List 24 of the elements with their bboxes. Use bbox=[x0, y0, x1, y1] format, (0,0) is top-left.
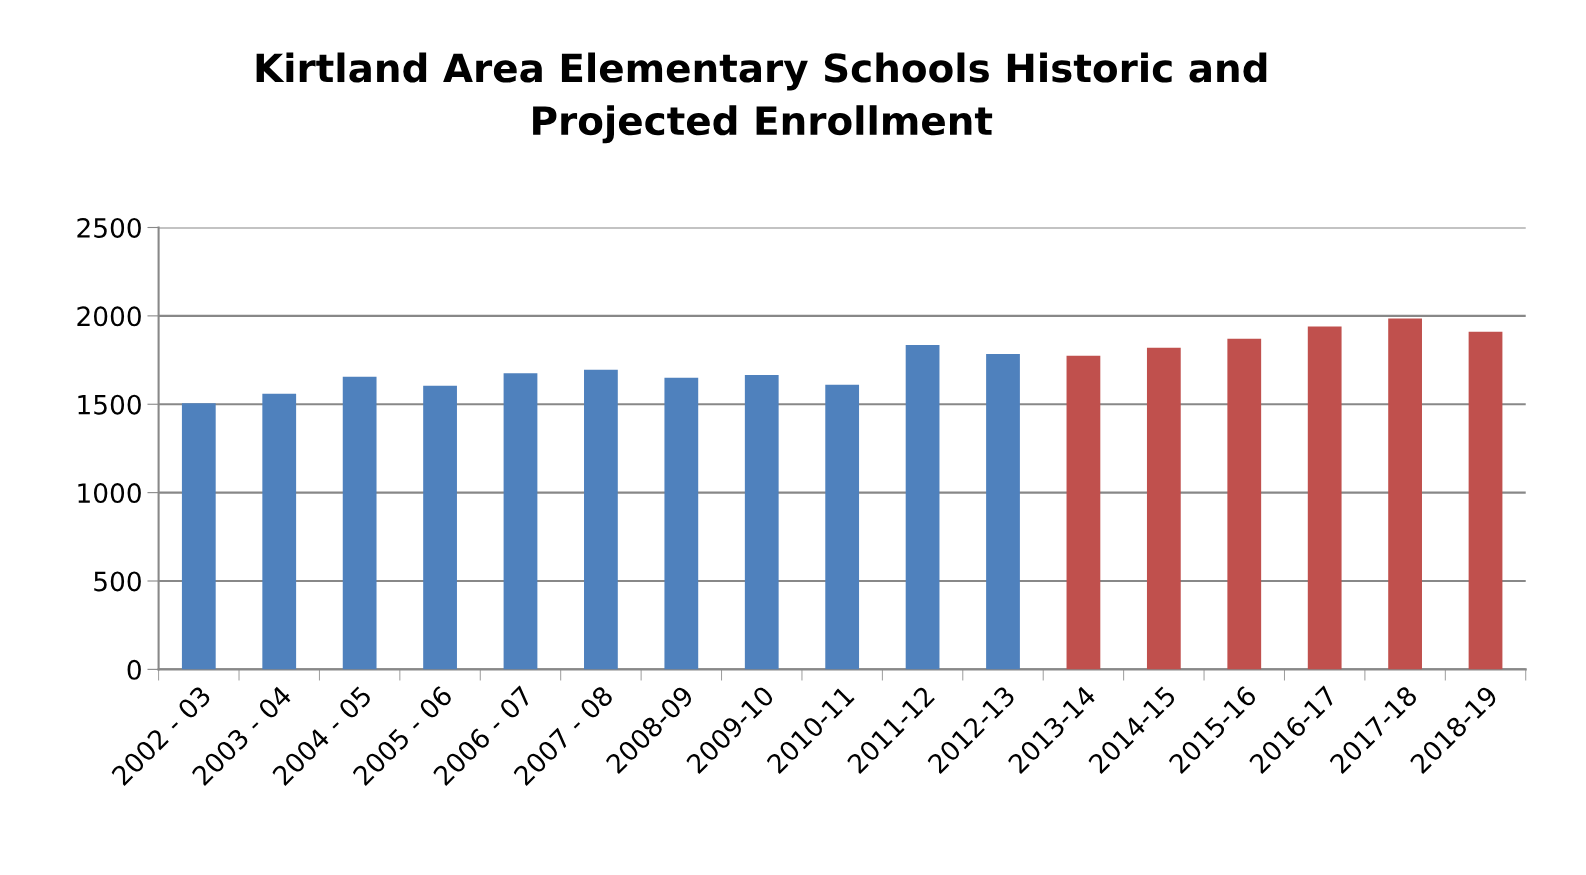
bar bbox=[584, 369, 618, 670]
bar bbox=[503, 373, 538, 670]
bar bbox=[181, 403, 216, 670]
y-tick-label: 2000 bbox=[77, 306, 141, 327]
bar bbox=[825, 384, 860, 670]
chart-title: Kirtland Area Elementary Schools Historic and Projected Enrollment bbox=[256, 52, 1267, 144]
y-tick-label: 0 bbox=[127, 659, 141, 680]
bar bbox=[423, 385, 457, 670]
bar bbox=[1227, 338, 1262, 670]
bar bbox=[1146, 347, 1181, 670]
bar bbox=[1307, 326, 1342, 670]
y-tick-label: 1000 bbox=[78, 483, 141, 504]
y-tick-label: 500 bbox=[94, 571, 141, 592]
bar bbox=[342, 376, 377, 670]
bar bbox=[262, 393, 297, 670]
bar bbox=[986, 353, 1020, 670]
bar bbox=[744, 375, 779, 670]
y-tick-label: 2500 bbox=[77, 217, 141, 238]
bar bbox=[664, 377, 699, 670]
bar bbox=[905, 345, 940, 670]
bar bbox=[1468, 331, 1503, 670]
bar bbox=[1388, 318, 1422, 670]
y-tick-label: 1500 bbox=[78, 394, 141, 415]
bar bbox=[1066, 355, 1101, 670]
